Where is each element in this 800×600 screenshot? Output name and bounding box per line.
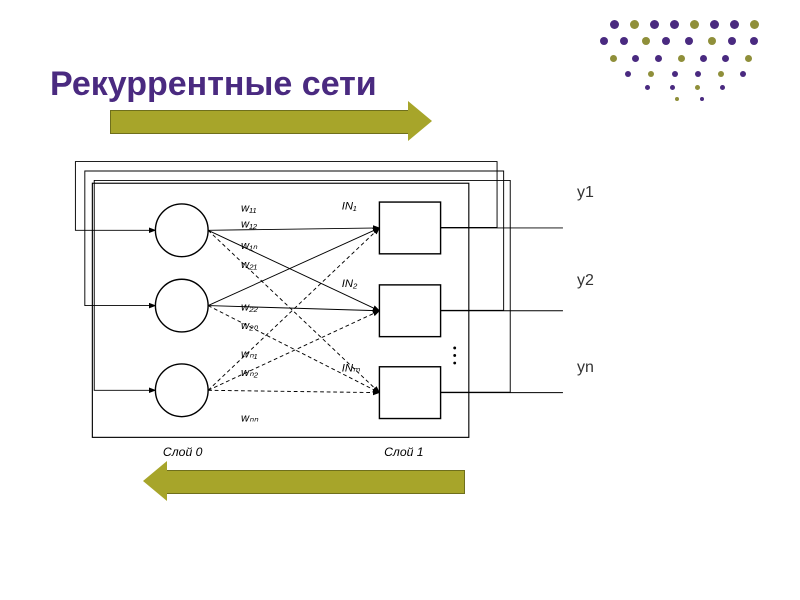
decor-dot: [685, 37, 693, 45]
output-label: yn: [577, 359, 594, 377]
decor-dot: [690, 20, 699, 29]
decor-dot: [645, 85, 650, 90]
decor-dot: [610, 55, 617, 62]
decor-dot: [632, 55, 639, 62]
svg-text:INₘ: INₘ: [342, 362, 361, 374]
decor-dot: [650, 20, 659, 29]
decor-dot: [728, 37, 736, 45]
decor-dot: [620, 37, 628, 45]
decor-dot: [740, 71, 746, 77]
decor-dot: [610, 20, 619, 29]
decor-dot: [708, 37, 716, 45]
decor-dot: [662, 37, 670, 45]
decor-dot: [730, 20, 739, 29]
decor-dot: [722, 55, 729, 62]
svg-text:w₂₁: w₂₁: [241, 259, 257, 271]
decor-dot: [655, 55, 662, 62]
svg-text:Слой 1: Слой 1: [384, 445, 424, 459]
decor-dot: [625, 71, 631, 77]
decor-dot: [600, 37, 608, 45]
decor-dot: [710, 20, 719, 29]
decor-dot: [700, 97, 704, 101]
decor-dot: [700, 55, 707, 62]
svg-text:IN₂: IN₂: [342, 278, 358, 290]
decor-dot: [670, 20, 679, 29]
network-diagram: w₁₁ w₁₂ w₁ₙ w₂₁ w₂₂ w₂ₙ wₙ₁ wₙ₂ wₙₙ IN₁ IN₂ INₘ Слой…: [65, 155, 595, 465]
decor-dot: [670, 85, 675, 90]
decor-dot: [672, 71, 678, 77]
decor-dot: [695, 71, 701, 77]
svg-text:w₁₁: w₁₁: [241, 202, 257, 214]
svg-text:IN₁: IN₁: [342, 201, 357, 213]
decor-dot: [630, 20, 639, 29]
decor-dots: [600, 15, 770, 105]
decor-dot: [675, 97, 679, 101]
svg-text:wₙₙ: wₙₙ: [241, 412, 259, 424]
output-label: y2: [577, 272, 594, 290]
decor-dot: [718, 71, 724, 77]
decor-dot: [642, 37, 650, 45]
decor-dot: [750, 20, 759, 29]
decor-dot: [745, 55, 752, 62]
decor-dot: [750, 37, 758, 45]
svg-text:w₂ₙ: w₂ₙ: [241, 320, 258, 332]
svg-text:w₁ₙ: w₁ₙ: [241, 240, 258, 252]
decor-dot: [648, 71, 654, 77]
svg-text:w₂₂: w₂₂: [241, 301, 258, 313]
svg-text:w₁₂: w₁₂: [241, 218, 258, 230]
slide: Рекуррентные сети w₁₁w₁₂w₁ₙw₂₁w₂₂w₂ₙwₙ₁w…: [0, 0, 800, 600]
page-title: Рекуррентные сети: [50, 65, 377, 104]
svg-text:Слой 0: Слой 0: [163, 445, 203, 459]
output-label: y1: [577, 184, 594, 202]
decor-dot: [678, 55, 685, 62]
arrow-top: [110, 110, 410, 132]
decor-dot: [720, 85, 725, 90]
decor-dot: [695, 85, 700, 90]
svg-text:wₙ₁: wₙ₁: [241, 348, 258, 360]
svg-text:wₙ₂: wₙ₂: [241, 367, 259, 379]
